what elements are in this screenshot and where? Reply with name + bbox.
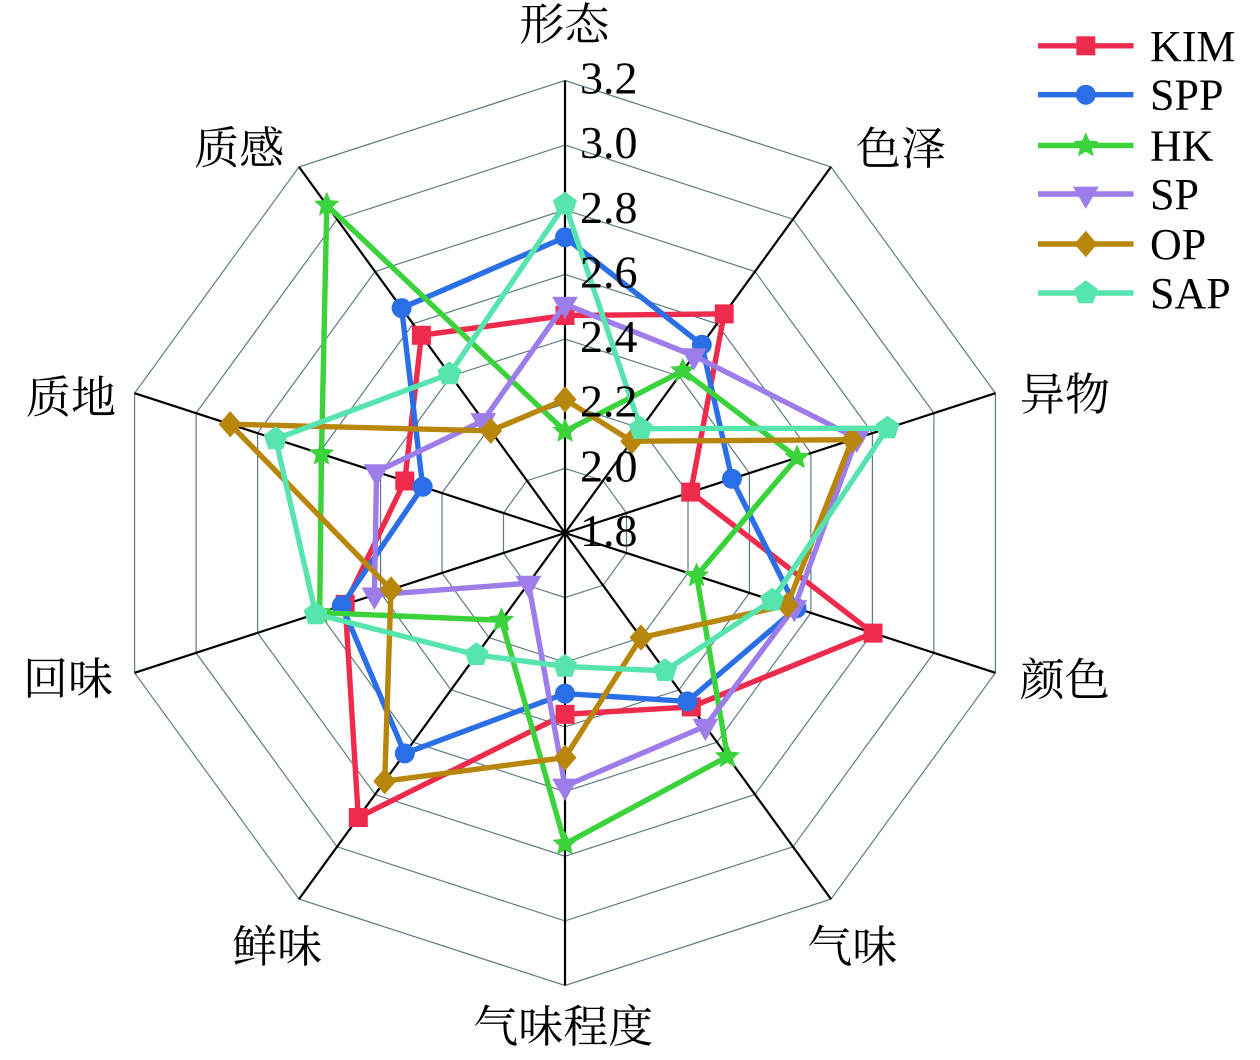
svg-text:3.0: 3.0 (580, 117, 638, 168)
svg-text:2.8: 2.8 (580, 182, 638, 233)
svg-text:HK: HK (1150, 122, 1214, 171)
svg-text:1.8: 1.8 (580, 505, 638, 556)
svg-text:2.0: 2.0 (580, 440, 638, 491)
svg-text:3.2: 3.2 (580, 53, 638, 104)
svg-text:OP: OP (1150, 220, 1206, 269)
svg-text:2.2: 2.2 (580, 376, 638, 427)
svg-text:2.4: 2.4 (580, 311, 638, 362)
svg-text:2.6: 2.6 (580, 246, 638, 297)
svg-text:SPP: SPP (1150, 71, 1223, 120)
svg-text:KIM: KIM (1150, 22, 1236, 71)
svg-text:SAP: SAP (1150, 269, 1231, 318)
svg-text:SP: SP (1150, 170, 1199, 219)
